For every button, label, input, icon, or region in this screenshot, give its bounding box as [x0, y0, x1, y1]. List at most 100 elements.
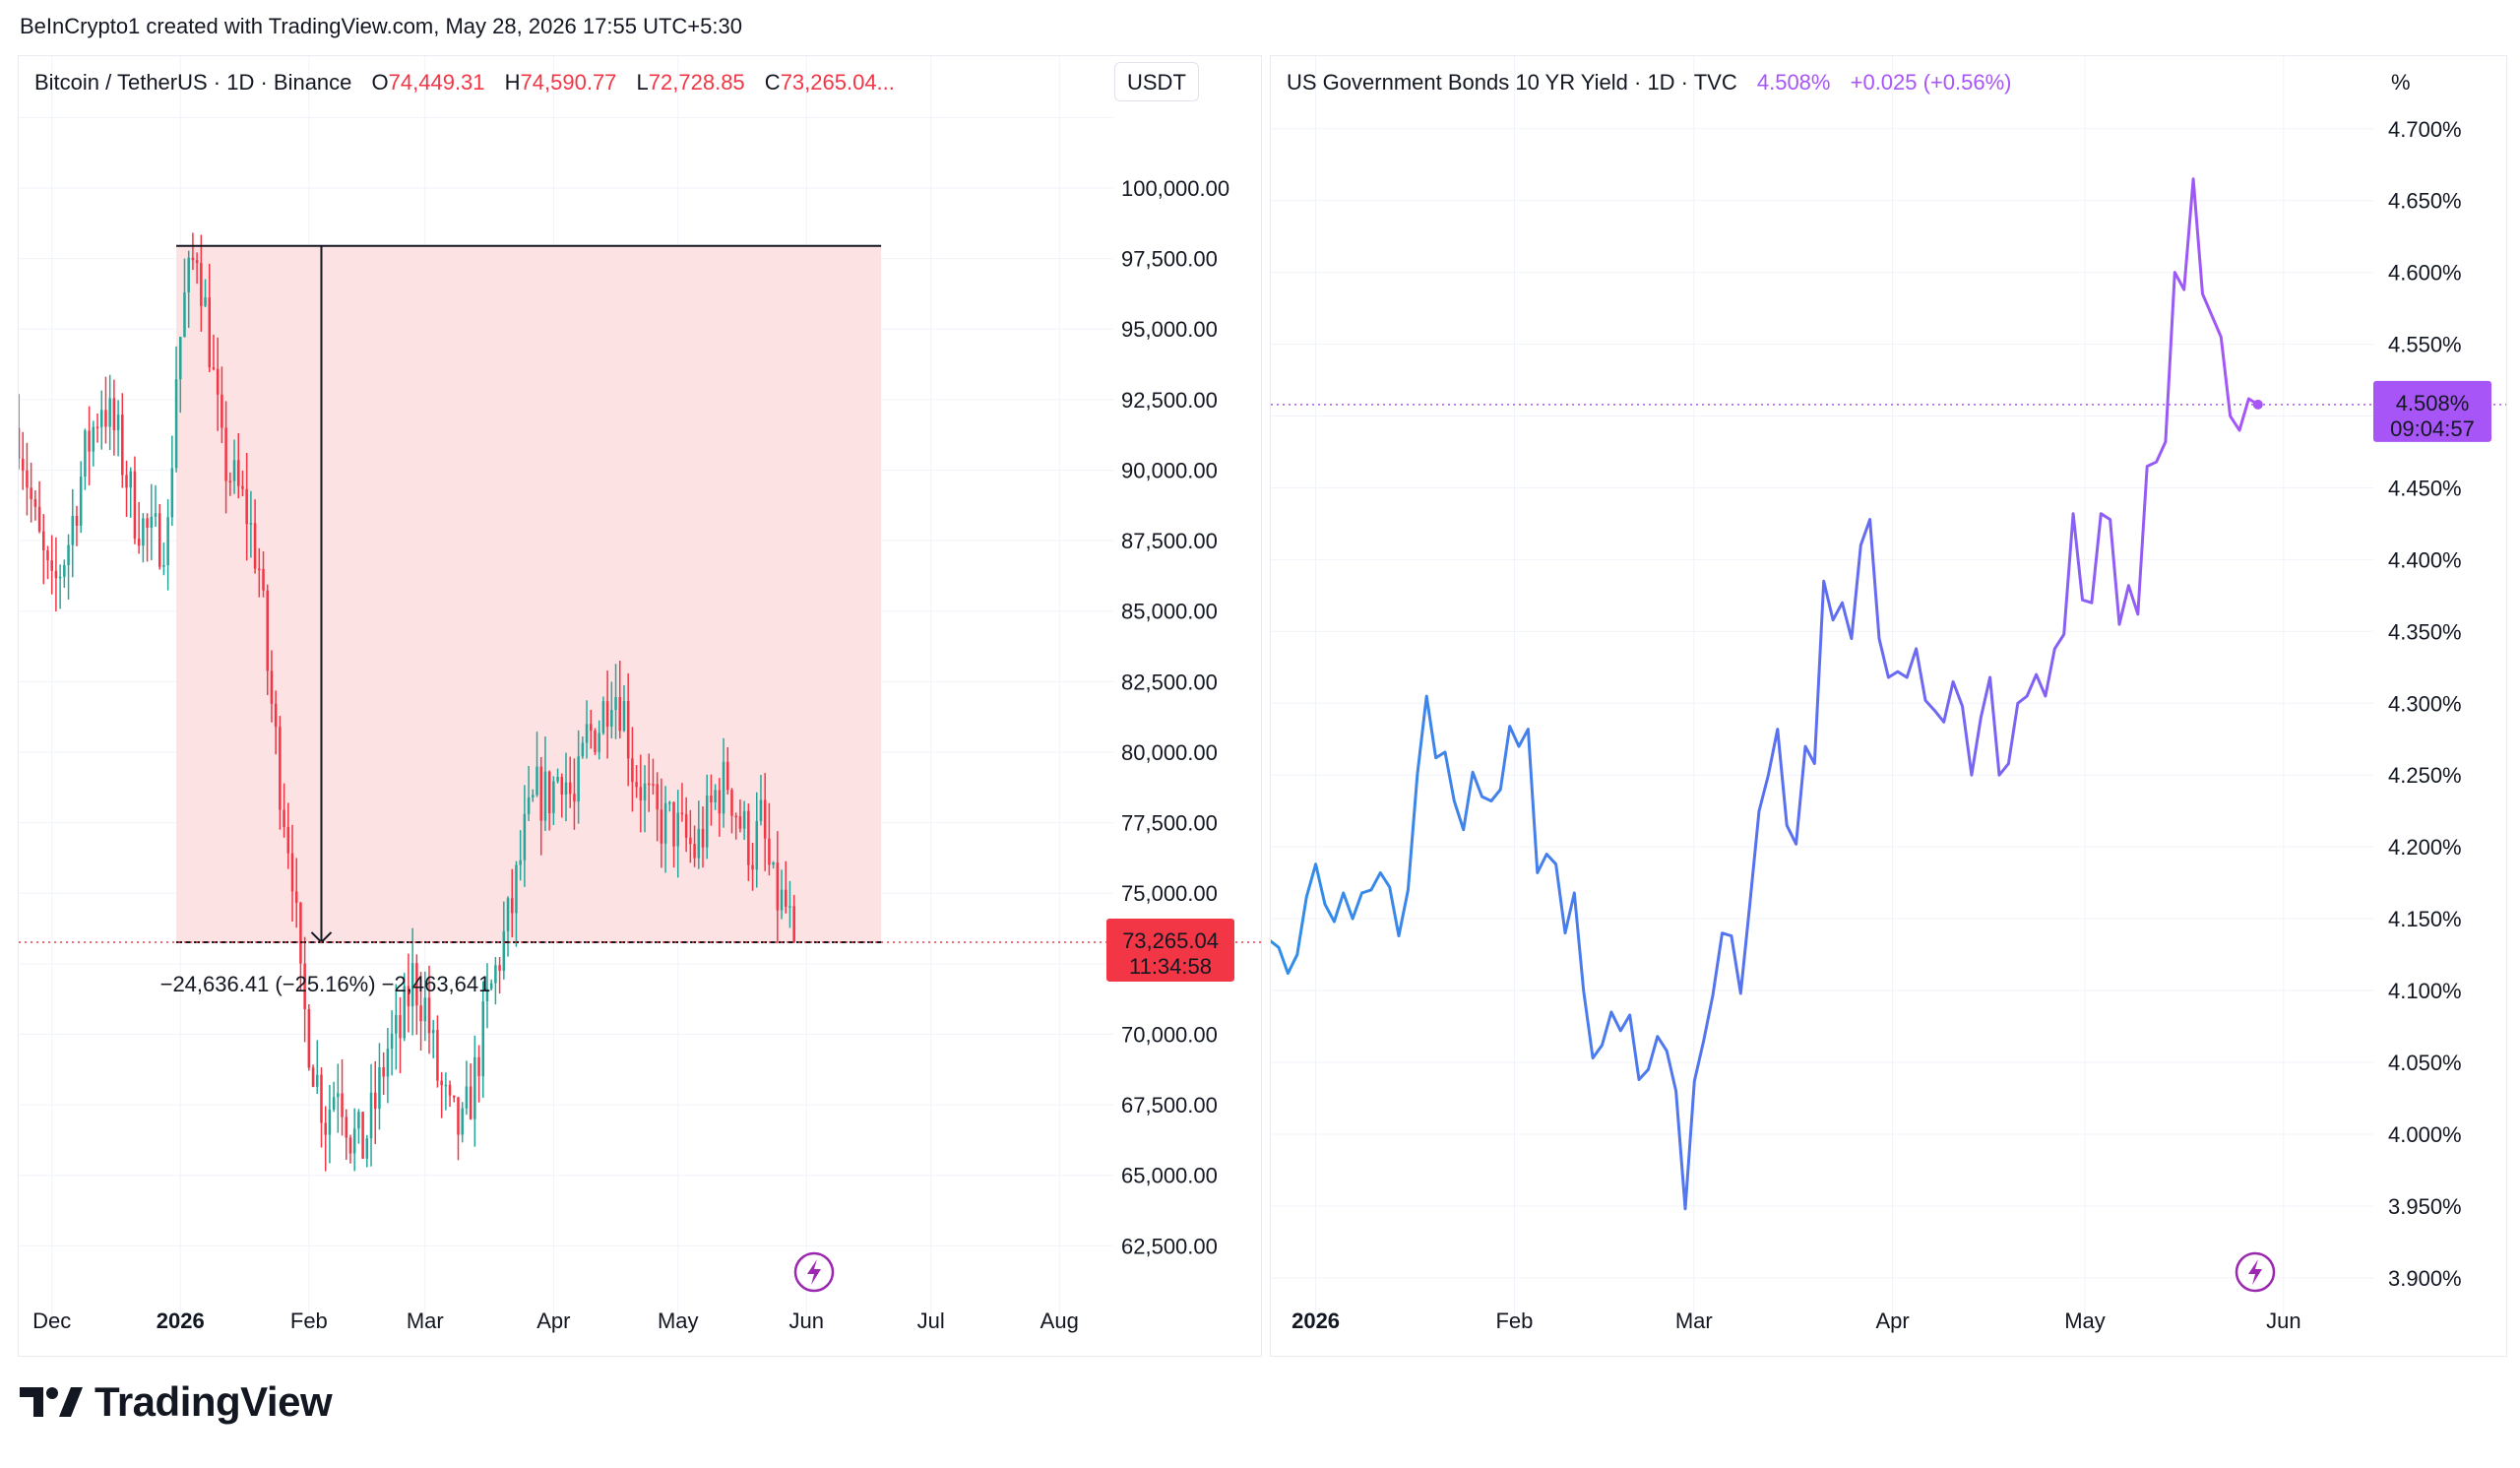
candle-body [780, 889, 784, 911]
candle-body [481, 1001, 485, 1077]
currency-unit-button[interactable]: USDT [1114, 62, 1199, 101]
candle-body [337, 1093, 340, 1098]
candle-body [92, 426, 95, 452]
candle-body [489, 983, 493, 989]
candle-body [212, 367, 216, 369]
candle-body [663, 802, 667, 844]
date-tick-label: Aug [1040, 1308, 1079, 1333]
candle-body [419, 1005, 422, 1022]
candle-body [42, 531, 45, 550]
price-tick-label: 85,000.00 [1121, 600, 1218, 624]
candle-body [568, 782, 572, 795]
yield-tick-label: 4.000% [2388, 1122, 2462, 1147]
candle-body [137, 539, 141, 546]
last-price-tag [1106, 918, 1234, 982]
candle-body [108, 398, 111, 427]
candle-body [279, 727, 282, 810]
yield-tick-label: 4.300% [2388, 691, 2462, 716]
candle-body [477, 1056, 480, 1077]
candle-body [33, 498, 37, 507]
candle-body [763, 799, 767, 839]
candle-body [726, 761, 729, 791]
tradingview-brand: TradingView [94, 1378, 333, 1425]
candle-body [431, 1030, 435, 1034]
last-price-label: 73,265.04 [1122, 928, 1219, 953]
bitcoin-chart-canvas[interactable]: −24,636.41 (−25.16%) −2,463,641 100,000.0… [19, 56, 1261, 1356]
candle-body [506, 898, 510, 931]
candle-body [751, 864, 754, 870]
candle-body [195, 260, 199, 264]
candle-body [676, 812, 679, 847]
date-tick-label: 2026 [157, 1308, 205, 1333]
candle-body [324, 1122, 327, 1135]
bitcoin-chart-pane[interactable]: −24,636.41 (−25.16%) −2,463,641 100,000.0… [18, 55, 1262, 1357]
candle-body [601, 701, 605, 734]
candle-body [162, 565, 165, 567]
price-tick-label: 92,500.00 [1121, 388, 1218, 413]
candle-body [519, 860, 522, 865]
candle-body [423, 997, 427, 1022]
candle-body [639, 787, 643, 800]
price-tick-label: 77,500.00 [1121, 811, 1218, 836]
candle-body [174, 379, 178, 469]
bond-yield-chart-canvas[interactable]: 4.700%4.650%4.600%4.550%4.500%4.450%4.40… [1271, 56, 2506, 1356]
candle-body [133, 471, 137, 540]
yield-tick-label: 4.050% [2388, 1051, 2462, 1075]
candle-body [453, 1095, 456, 1098]
last-value-tag [2373, 380, 2491, 442]
candle-body [697, 828, 701, 859]
candle-body [510, 898, 514, 914]
yield-tick-label: 4.150% [2388, 907, 2462, 931]
candle-body [30, 487, 32, 499]
candle-body [378, 1067, 381, 1110]
candle-body [58, 576, 62, 579]
candle-body [734, 815, 737, 818]
yield-tick-label: 4.400% [2388, 547, 2462, 572]
yield-tick-label: 4.350% [2388, 619, 2462, 644]
candle-body [610, 710, 613, 728]
candle-body [382, 1067, 385, 1077]
candle-body [594, 731, 597, 752]
candle-body [303, 963, 306, 1010]
price-tick-label: 80,000.00 [1121, 740, 1218, 765]
candle-body [689, 837, 692, 845]
candle-body [99, 410, 103, 427]
candle-body [236, 460, 240, 486]
candle-body [788, 906, 791, 908]
candle-body [63, 564, 66, 577]
candle-body [37, 506, 41, 532]
price-range-zone [176, 245, 882, 942]
candle-body [286, 827, 290, 854]
candle-body [395, 1015, 398, 1034]
candle-body [345, 1117, 348, 1138]
candle-body [742, 810, 746, 829]
candle-body [564, 782, 568, 796]
candle-body [403, 986, 406, 1039]
candle-body [590, 724, 593, 732]
candle-body [299, 902, 302, 964]
bitcoin-symbol: Bitcoin / TetherUS · 1D · Binance [34, 70, 352, 95]
candle-body [718, 790, 722, 814]
candle-body [502, 930, 506, 971]
candle-body [71, 515, 75, 545]
candle-body [469, 1086, 472, 1119]
date-tick-label: Apr [1876, 1308, 1910, 1333]
bond-yield-line [1271, 177, 2259, 1211]
candle-body [436, 1030, 439, 1081]
candle-body [274, 703, 278, 728]
date-tick-label: Feb [1495, 1308, 1533, 1333]
range-measure-label: −24,636.41 (−25.16%) −2,463,641 [160, 972, 491, 996]
bond-yield-chart-pane[interactable]: 4.700%4.650%4.600%4.550%4.500%4.450%4.40… [1270, 55, 2507, 1357]
candle-body [701, 828, 705, 848]
candle-body [581, 742, 585, 757]
candle-body [104, 410, 107, 427]
candle-body [755, 820, 759, 870]
candle-body [605, 701, 609, 728]
percent-unit-button[interactable]: % [2378, 62, 2424, 101]
tradingview-logo: TradingView [20, 1378, 333, 1426]
candle-body [618, 697, 622, 732]
date-tick-label: Jul [917, 1308, 945, 1333]
candle-body [410, 963, 414, 1007]
candle-body [179, 337, 182, 380]
candle-body [515, 864, 518, 914]
